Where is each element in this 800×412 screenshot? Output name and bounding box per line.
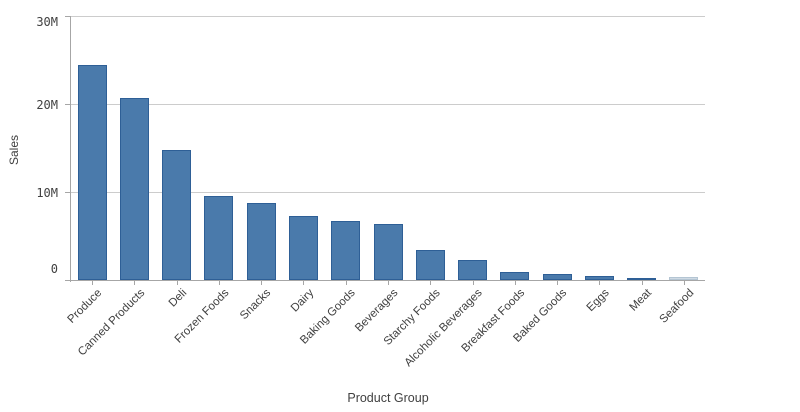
bar-baked-goods[interactable] (542, 273, 572, 280)
gridline-30M (71, 16, 705, 17)
bar-beverages[interactable] (373, 223, 403, 280)
x-axis-tick (641, 281, 643, 285)
x-axis-tick (345, 281, 347, 285)
x-axis-tick (430, 281, 432, 285)
y-tick-label-20m: 20M (36, 97, 58, 112)
x-axis-tick (599, 281, 601, 285)
x-axis-tick (176, 281, 178, 285)
bar-starchy-foods[interactable] (415, 250, 445, 280)
bar-canned-products[interactable] (119, 97, 149, 280)
y-axis-tick (65, 16, 71, 17)
x-tick-label-meat[interactable]: Meat (627, 287, 655, 314)
bar-meat[interactable] (627, 277, 657, 280)
x-axis-tick (388, 281, 389, 285)
x-tick-label-dairy[interactable]: Dairy (288, 287, 316, 315)
bar-breakfast-foods[interactable] (500, 272, 530, 280)
x-axis-tick (261, 281, 263, 285)
y-tick-label-30m: 30M (36, 15, 58, 29)
x-tick-label-seafood[interactable]: Seafood (657, 287, 697, 326)
y-axis-line (70, 15, 71, 282)
bar-alcoholic-beverages[interactable] (458, 259, 488, 280)
bar-eggs[interactable] (584, 275, 614, 280)
x-axis-tick (92, 281, 94, 285)
x-tick-label-snacks[interactable]: Snacks (238, 287, 274, 323)
y-axis-title: Sales (7, 134, 21, 166)
x-axis-line (65, 280, 705, 281)
x-axis-tick (514, 281, 516, 285)
y-tick-label-10m: 10M (36, 185, 58, 200)
bar-baking-goods[interactable] (331, 221, 361, 280)
bar-dairy[interactable] (288, 215, 318, 280)
bar-produce[interactable] (77, 65, 107, 280)
x-tick-label-eggs[interactable]: Eggs (584, 287, 612, 315)
x-axis-tick (218, 281, 220, 285)
x-axis-tick (303, 281, 305, 285)
bar-deli[interactable] (162, 149, 192, 280)
x-axis-tick (557, 281, 559, 285)
bar-snacks[interactable] (246, 203, 276, 280)
x-axis-tick (134, 281, 136, 285)
y-tick-label-0: 0 (50, 262, 58, 276)
x-axis-title: Product Group (347, 391, 429, 405)
x-axis-tick (472, 281, 474, 285)
gridline-10M (71, 192, 705, 193)
bar-frozen-foods[interactable] (204, 195, 234, 280)
gridline-20M (71, 104, 705, 105)
y-axis-tick (65, 104, 71, 105)
bar-seafood[interactable] (669, 276, 699, 280)
x-tick-label-alcoholic-beverages[interactable]: Alcoholic Beverages (402, 287, 486, 370)
x-tick-label-deli[interactable]: Deli (166, 287, 190, 310)
y-axis-tick (65, 192, 71, 193)
x-tick-label-produce[interactable]: Produce (65, 287, 105, 326)
x-axis-tick (683, 281, 685, 285)
